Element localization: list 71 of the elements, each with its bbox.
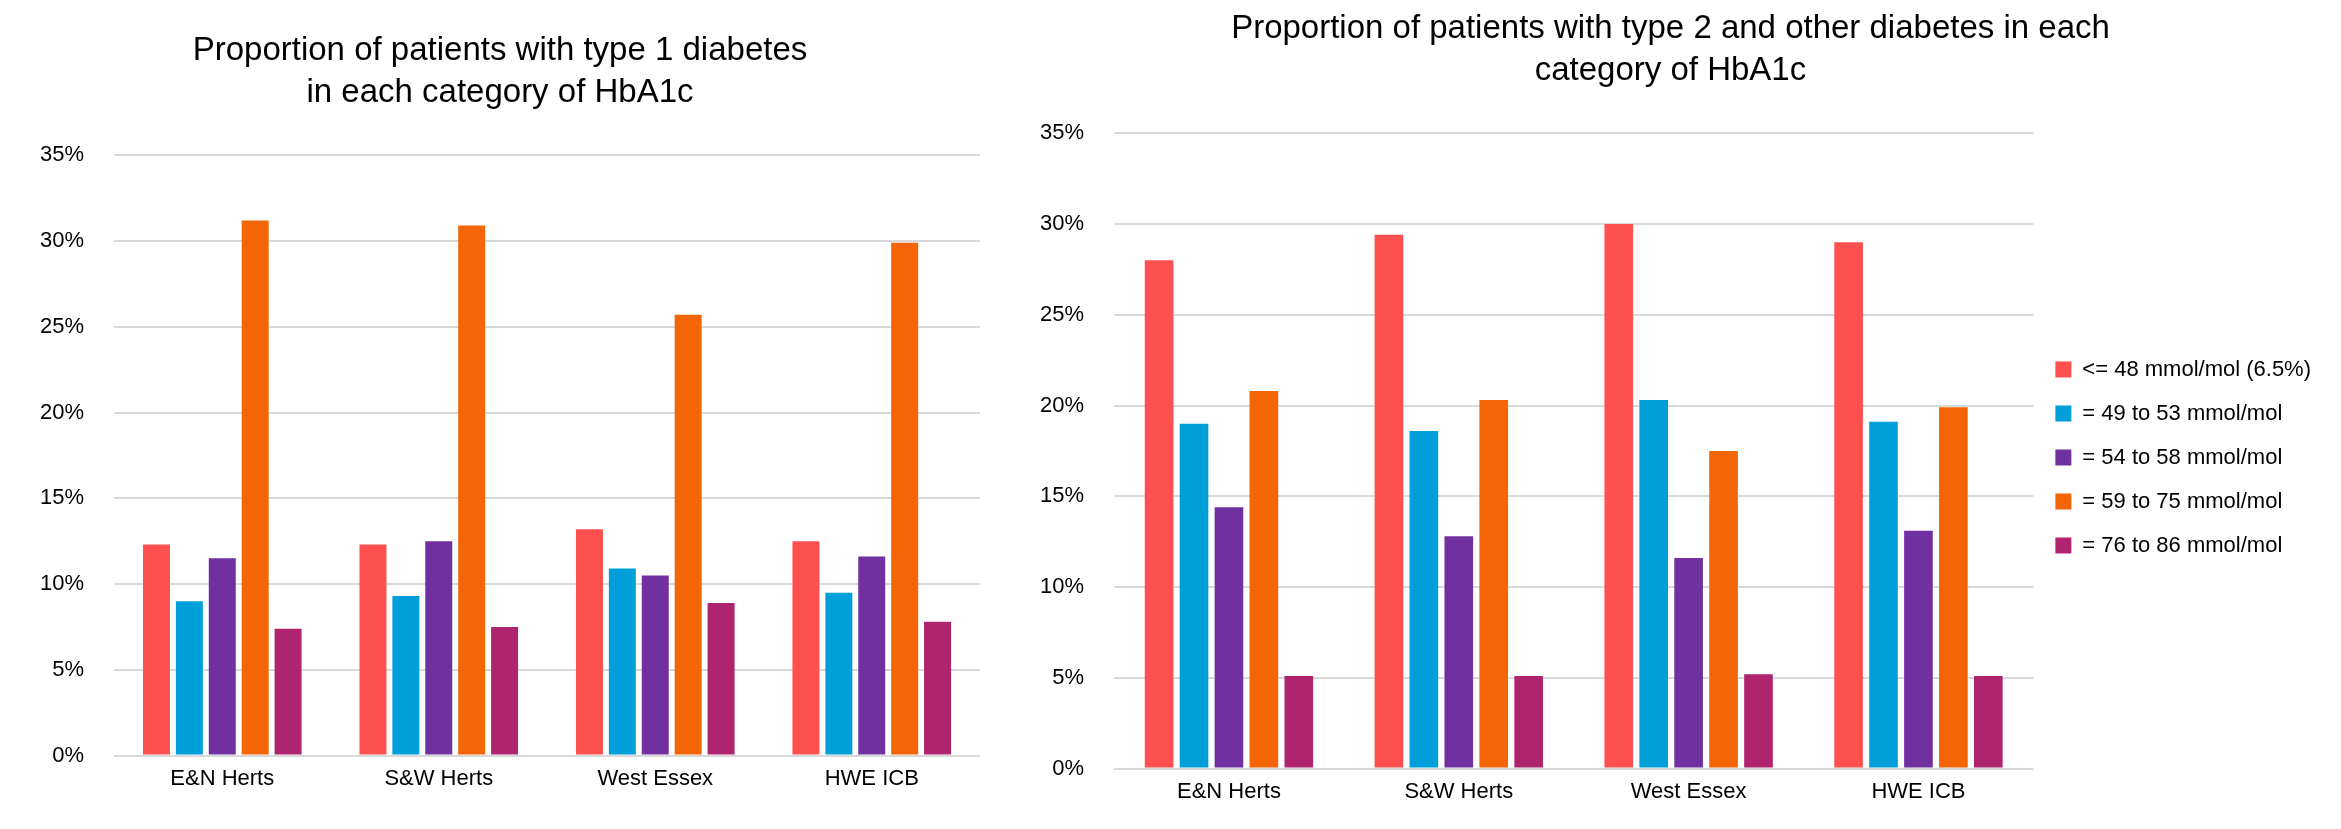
y-tick-label: 35% — [39, 141, 85, 167]
bar — [1479, 400, 1509, 768]
bar — [1939, 407, 1968, 768]
bar — [891, 242, 919, 755]
y-tick-label: 30% — [39, 227, 85, 253]
bar — [1284, 676, 1314, 768]
bar — [208, 558, 236, 755]
y-tick-label: 5% — [1052, 663, 1085, 689]
x-tick-label: West Essex — [597, 764, 714, 790]
x-tick-label: HWE ICB — [824, 764, 919, 790]
bar — [1904, 530, 1933, 768]
y-tick-label: 15% — [39, 484, 85, 510]
bar — [641, 575, 669, 755]
bar — [924, 621, 952, 755]
bar — [1674, 558, 1703, 768]
bar — [458, 225, 486, 755]
bar — [175, 601, 203, 755]
bar — [1834, 242, 1863, 768]
chart-title: Proportion of patients with type 1 diabetes in each category of HbA1c — [191, 29, 809, 111]
bar — [392, 596, 420, 755]
bar — [792, 541, 820, 755]
y-tick-label: 15% — [1039, 482, 1085, 508]
x-tick-label: HWE ICB — [1871, 777, 1966, 803]
x-tick-label: S&W Herts — [384, 764, 494, 790]
x-tick-label: S&W Herts — [1404, 777, 1514, 803]
legend-label: = 49 to 53 mmol/mol — [2082, 399, 2283, 425]
y-tick-label: 0% — [1052, 754, 1085, 780]
bar — [608, 568, 636, 755]
y-tick-label: 35% — [1039, 119, 1085, 145]
bar — [1409, 430, 1439, 768]
y-tick-label: 30% — [1039, 210, 1085, 236]
bar — [359, 544, 387, 755]
bar — [1604, 223, 1634, 768]
bar — [858, 556, 886, 755]
y-tick-label: 25% — [39, 312, 85, 338]
legend-label: <= 48 mmol/mol (6.5%) — [2082, 355, 2311, 381]
y-tick-label: 10% — [39, 570, 85, 596]
bar — [1869, 421, 1898, 768]
y-tick-label: 20% — [1039, 391, 1085, 417]
x-tick-label: E&N Herts — [170, 764, 275, 790]
legend-label: = 76 to 86 mmol/mol — [2082, 531, 2283, 557]
bar — [674, 314, 702, 755]
bar — [1179, 423, 1209, 768]
bar — [1214, 507, 1244, 768]
bar — [425, 541, 453, 755]
bar — [1444, 536, 1474, 768]
bar — [142, 544, 170, 755]
bar — [274, 628, 302, 755]
bar — [1744, 674, 1773, 768]
bar — [1374, 234, 1404, 768]
y-tick-label: 25% — [1039, 300, 1085, 326]
y-tick-label: 10% — [1039, 573, 1085, 599]
bar — [825, 592, 853, 755]
bar — [1973, 676, 2003, 768]
x-tick-label: E&N Herts — [1176, 777, 1281, 803]
bar — [1639, 400, 1668, 768]
legend-label: = 59 to 75 mmol/mol — [2082, 487, 2283, 513]
bar — [1144, 260, 1174, 768]
y-tick-label: 20% — [39, 398, 85, 424]
legend-label: = 54 to 58 mmol/mol — [2082, 443, 2283, 469]
x-tick-label: West Essex — [1630, 777, 1747, 803]
y-tick-label: 0% — [52, 741, 85, 767]
bar — [1249, 390, 1279, 768]
y-tick-label: 5% — [52, 655, 85, 681]
chart-title: Proportion of patients with type 2 and other diabetes in each category of HbA1c — [1230, 7, 2111, 89]
bar — [241, 220, 269, 755]
bar — [1514, 676, 1543, 768]
bar — [575, 529, 603, 755]
bar — [707, 602, 735, 755]
bar — [1709, 450, 1738, 768]
bar — [491, 626, 519, 755]
